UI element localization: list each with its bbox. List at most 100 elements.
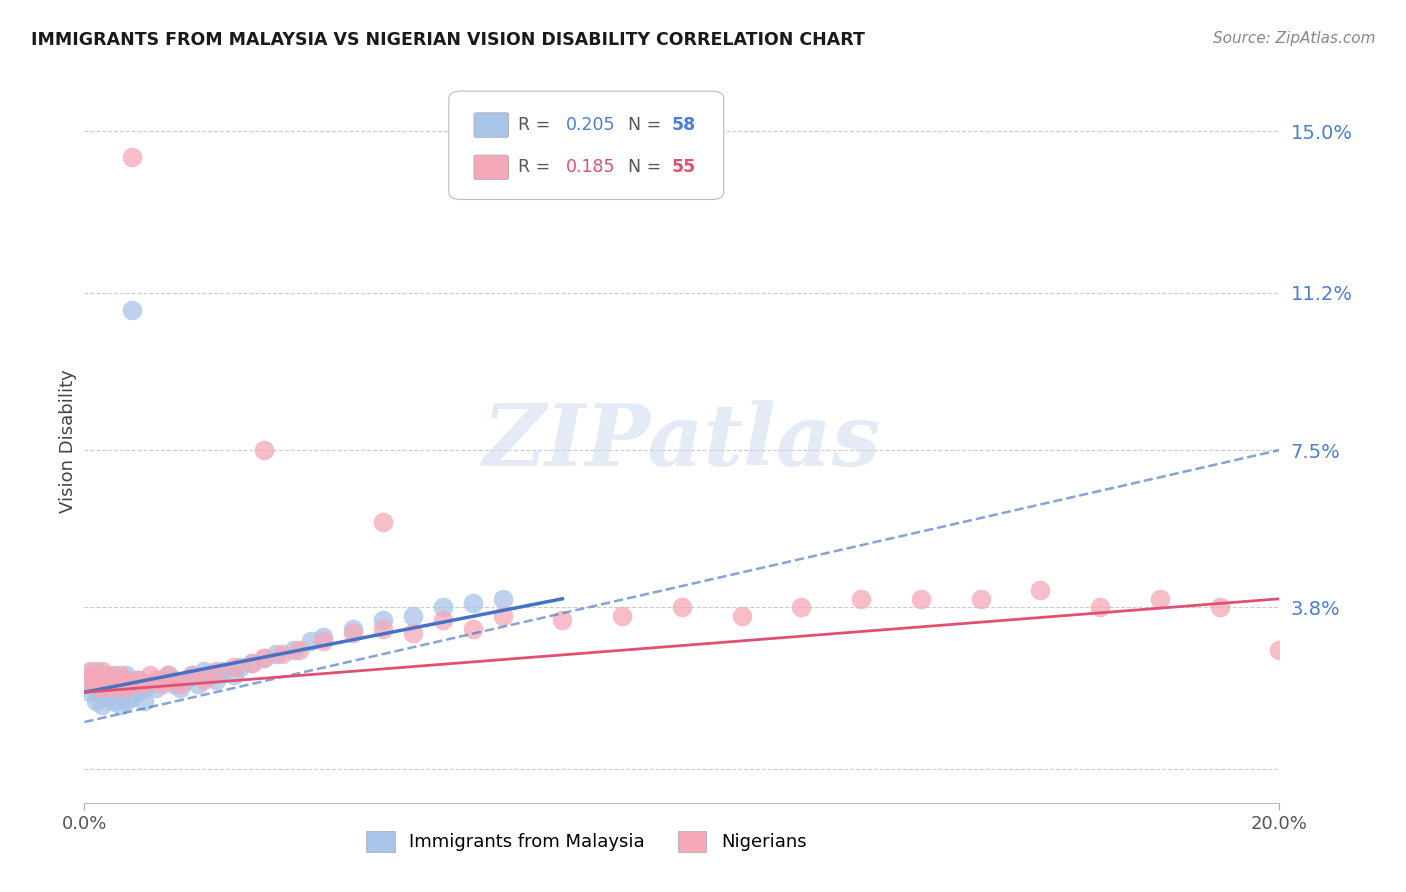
Point	[121, 302, 143, 317]
Point	[193, 673, 215, 687]
Point	[115, 694, 138, 708]
Point	[86, 668, 108, 682]
Point	[110, 685, 132, 699]
Point	[851, 591, 873, 606]
Point	[91, 673, 114, 687]
Point	[551, 613, 574, 627]
Point	[373, 516, 395, 530]
Point	[1090, 600, 1112, 615]
Point	[731, 608, 754, 623]
Point	[461, 622, 484, 636]
Point	[121, 690, 143, 704]
Point	[132, 681, 156, 695]
Point	[187, 677, 209, 691]
Point	[115, 673, 138, 687]
Point	[228, 660, 252, 674]
Point	[205, 673, 228, 687]
Point	[127, 673, 149, 687]
Point	[86, 673, 108, 687]
Point	[432, 600, 454, 615]
Point	[181, 668, 204, 682]
Point	[79, 668, 101, 682]
Point	[253, 651, 276, 665]
Point	[205, 664, 228, 678]
Point	[121, 677, 143, 691]
Point	[312, 634, 335, 648]
Point	[91, 668, 114, 682]
Point	[288, 642, 311, 657]
Point	[97, 668, 120, 682]
Point	[1268, 642, 1291, 657]
Point	[139, 677, 162, 691]
Point	[790, 600, 813, 615]
Point	[253, 651, 276, 665]
Point	[91, 677, 114, 691]
Point	[253, 443, 276, 458]
Point	[283, 642, 305, 657]
Point	[145, 673, 167, 687]
Point	[157, 668, 180, 682]
Point	[169, 681, 191, 695]
Point	[110, 698, 132, 712]
Point	[115, 681, 138, 695]
Point	[312, 630, 335, 644]
Point	[97, 681, 120, 695]
Text: 0.185: 0.185	[567, 159, 616, 177]
Point	[342, 625, 364, 640]
Point	[1029, 583, 1052, 598]
Point	[432, 613, 454, 627]
FancyBboxPatch shape	[474, 112, 509, 137]
Point	[910, 591, 932, 606]
Point	[79, 677, 101, 691]
Point	[110, 677, 132, 691]
Point	[115, 668, 138, 682]
Text: 58: 58	[671, 116, 696, 134]
Point	[103, 673, 125, 687]
Point	[86, 681, 108, 695]
Point	[461, 596, 484, 610]
Point	[1209, 600, 1232, 615]
FancyBboxPatch shape	[449, 91, 724, 200]
Point	[115, 681, 138, 695]
Point	[150, 673, 173, 687]
Point	[492, 608, 515, 623]
Point	[163, 677, 186, 691]
Point	[139, 668, 162, 682]
Point	[132, 677, 156, 691]
Point	[157, 668, 180, 682]
Point	[402, 625, 425, 640]
Point	[211, 664, 233, 678]
Point	[145, 681, 167, 695]
Point	[91, 698, 114, 712]
Point	[402, 608, 425, 623]
Point	[301, 634, 323, 648]
Text: R =: R =	[519, 159, 555, 177]
Text: R =: R =	[519, 116, 555, 134]
Point	[174, 673, 197, 687]
Point	[612, 608, 634, 623]
Point	[79, 664, 101, 678]
Point	[132, 694, 156, 708]
Text: 55: 55	[671, 159, 696, 177]
Point	[169, 677, 191, 691]
Point	[91, 681, 114, 695]
Point	[181, 668, 204, 682]
Point	[222, 660, 245, 674]
Point	[240, 656, 263, 670]
Point	[121, 677, 143, 691]
Point	[86, 664, 108, 678]
Point	[97, 690, 120, 704]
Point	[222, 668, 245, 682]
Point	[150, 677, 173, 691]
Text: N =: N =	[628, 116, 666, 134]
Text: 0.205: 0.205	[567, 116, 616, 134]
Point	[1149, 591, 1171, 606]
Y-axis label: Vision Disability: Vision Disability	[59, 369, 77, 514]
Point	[103, 694, 125, 708]
Point	[270, 647, 292, 661]
Point	[110, 668, 132, 682]
Point	[127, 673, 149, 687]
Point	[163, 673, 186, 687]
Point	[91, 685, 114, 699]
Point	[373, 613, 395, 627]
